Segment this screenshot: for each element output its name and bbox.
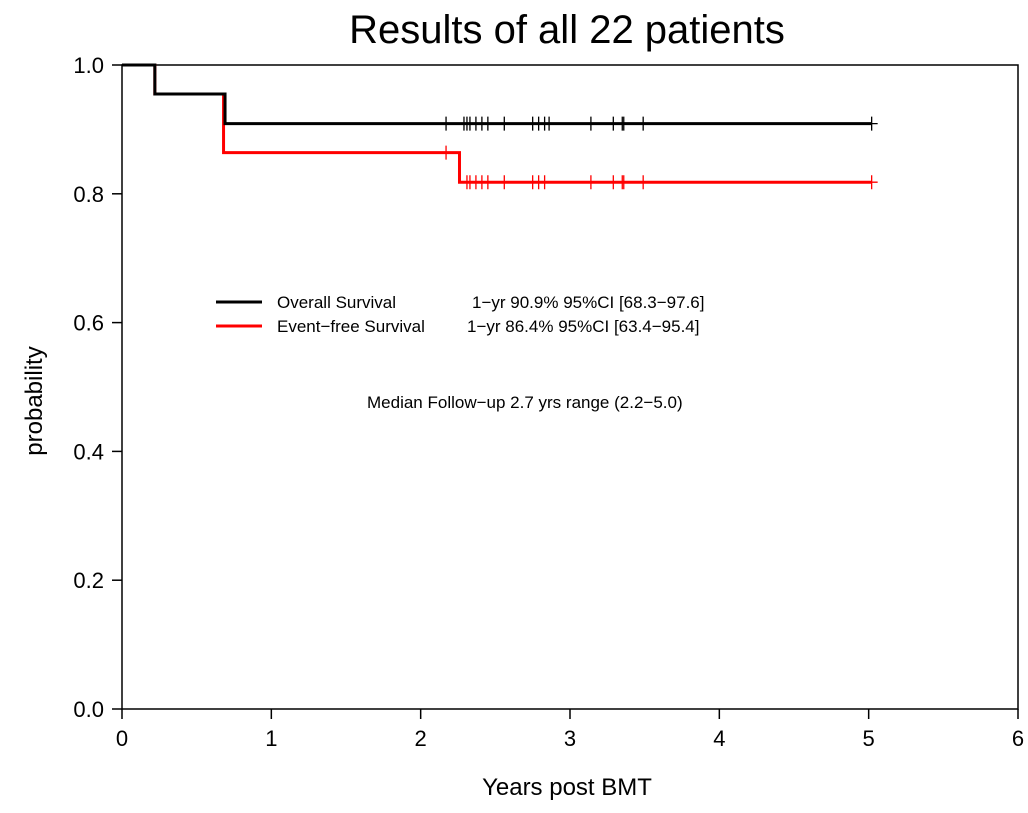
series-layer (122, 63, 878, 190)
x-tick-label: 4 (713, 726, 725, 751)
x-axis: 0 1 2 3 4 5 6 (116, 709, 1024, 751)
overall-survival-censor-mark (617, 116, 630, 131)
x-tick-label: 6 (1012, 726, 1024, 751)
event-free-survival-censor-mark (637, 175, 650, 190)
median-follow-up-note: Median Follow−up 2.7 yrs range (2.2−5.0) (367, 393, 683, 412)
overall-survival-censor-mark (481, 116, 494, 131)
x-tick-label: 2 (415, 726, 427, 751)
legend-detail-event-free-survival: 1−yr 86.4% 95%CI [63.4−95.4] (467, 317, 700, 336)
x-tick-label: 3 (564, 726, 576, 751)
x-axis-title: Years post BMT (482, 774, 652, 801)
x-tick-label: 5 (863, 726, 875, 751)
event-free-survival-censor-mark (498, 175, 511, 190)
overall-survival-censor-mark (440, 116, 453, 131)
x-tick-label: 1 (265, 726, 277, 751)
y-tick-label: 1.0 (73, 53, 104, 78)
event-free-survival-censor-mark (584, 175, 597, 190)
overall-survival-censor-mark (584, 116, 597, 131)
event-free-survival-censor-mark (481, 175, 494, 190)
overall-survival-line (122, 63, 872, 126)
y-tick-label: 0.6 (73, 311, 104, 336)
event-free-survival-censor-mark (538, 175, 551, 190)
event-free-survival-censor-mark (440, 145, 453, 160)
legend: Overall Survival 1−yr 90.9% 95%CI [68.3−… (216, 293, 705, 336)
legend-label-event-free-survival: Event−free Survival (277, 317, 425, 336)
legend-label-overall-survival: Overall Survival (277, 293, 396, 312)
y-tick-label: 0.8 (73, 182, 104, 207)
plot-frame (121, 64, 1019, 710)
overall-survival-censor-mark (637, 116, 650, 131)
overall-survival-censor-mark (543, 116, 556, 131)
y-tick-label: 0.2 (73, 568, 104, 593)
legend-detail-overall-survival: 1−yr 90.9% 95%CI [68.3−97.6] (472, 293, 705, 312)
x-tick-label: 0 (116, 726, 128, 751)
event-free-survival-censor-mark (865, 175, 878, 190)
y-axis-title: probability (21, 346, 48, 455)
event-free-survival-censor-mark (617, 175, 630, 190)
y-tick-label: 0.0 (73, 697, 104, 722)
chart-title: Results of all 22 patients (349, 8, 785, 52)
y-tick-label: 0.4 (73, 439, 104, 464)
y-axis: 0.0 0.2 0.4 0.6 0.8 1.0 (73, 53, 122, 722)
overall-survival-censor-mark (498, 116, 511, 131)
overall-survival-censor-mark (865, 116, 878, 131)
